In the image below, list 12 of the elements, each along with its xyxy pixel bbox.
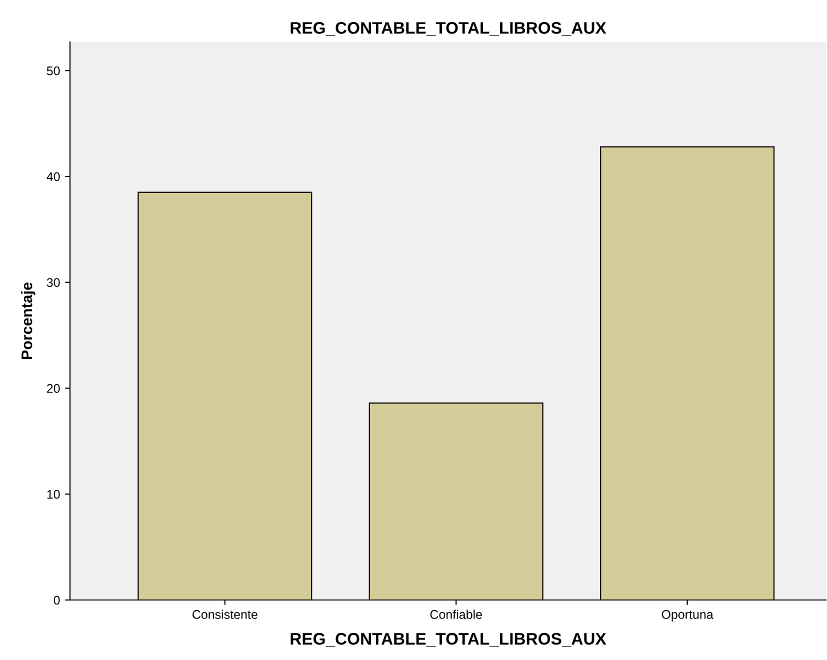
y-tick-label: 30 — [46, 278, 60, 288]
chart-title: REG_CONTABLE_TOTAL_LIBROS_AUX — [290, 22, 606, 36]
y-tick-label: 20 — [47, 384, 60, 393]
x-axis-title: REG_CONTABLE_TOTAL_LIBROS_AUX — [290, 632, 606, 647]
x-tick-label: Confiable — [430, 610, 482, 619]
x-tick-label: Oportuna — [662, 610, 714, 622]
x-tick-label: Consistente — [192, 610, 258, 619]
y-tick-label: 0 — [54, 596, 60, 605]
y-tick-label: 50 — [46, 66, 60, 76]
y-axis-title: Porcentaje — [21, 282, 36, 360]
y-tick-label: 10 — [47, 490, 60, 499]
y-tick-label: 40 — [46, 172, 60, 182]
